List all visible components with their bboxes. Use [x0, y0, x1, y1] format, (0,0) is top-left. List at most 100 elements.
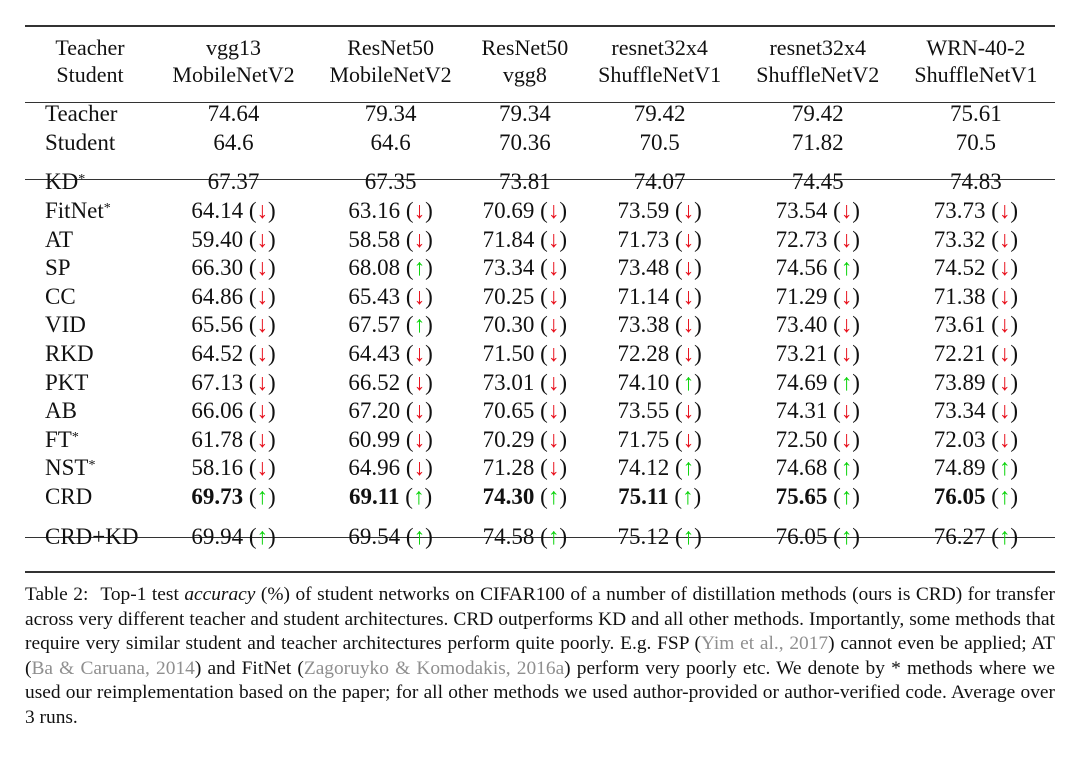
reimplementation-star: *	[71, 429, 79, 445]
arrow-up-icon: ↑	[682, 369, 695, 395]
cell-value: 64.14	[191, 198, 244, 224]
cell-value: 65.56	[191, 312, 244, 338]
table-row: KD* 67.37 67.35 73.81 74.07 74.45 74.83	[25, 168, 1055, 197]
citation-link[interactable]: Zagoruyko & Komodakis, 2016a	[303, 657, 565, 679]
caption-emphasis: accuracy	[184, 584, 256, 605]
cell: 74.07	[581, 168, 739, 197]
arrow-up-icon: ↑	[413, 255, 426, 281]
cell-value: 73.73	[933, 198, 986, 224]
cell-value: 73.89	[933, 369, 986, 395]
cell-value: 76.05	[775, 523, 828, 549]
arrow-down-icon: ↓	[547, 283, 560, 309]
arrow-down-icon: ↓	[998, 398, 1011, 424]
cell: 67.13 (↓)	[191, 369, 276, 395]
cell: 67.37	[155, 168, 312, 197]
cell-value: 73.01	[482, 369, 535, 395]
cell: 71.14 (↓)	[617, 283, 702, 309]
row-label: Teacher	[45, 101, 118, 127]
arrow-up-icon: ↑	[682, 523, 695, 549]
cell-value: 67.35	[364, 169, 417, 195]
cell-value: 74.68	[775, 455, 828, 481]
cell: 72.50 (↓)	[775, 426, 860, 452]
cell: 68.08 (↑)	[348, 255, 433, 281]
arrow-up-icon: ↑	[840, 455, 853, 481]
caption-text: ) and FitNet (	[194, 657, 304, 679]
cell-value: 79.42	[791, 101, 844, 127]
arrow-up-icon: ↑	[413, 312, 426, 338]
header-label: Teacher	[55, 35, 125, 60]
table-row: Student 64.6 64.6 70.36 70.5 71.82 70.5	[25, 129, 1055, 158]
cell-value: 66.06	[191, 398, 244, 424]
cell: 74.89 (↑)	[933, 455, 1019, 481]
cell: 74.52 (↓)	[933, 255, 1019, 281]
column-teacher-name: resnet32x4	[769, 35, 867, 60]
cell-value: 72.50	[775, 426, 828, 452]
caption-text: (%) of student networks on CIFAR100 of a…	[25, 584, 1056, 655]
arrow-down-icon: ↓	[840, 312, 853, 338]
cell: 71.38 (↓)	[933, 283, 1019, 309]
column-student-name: ShuffleNetV2	[756, 62, 880, 87]
cell: 67.20 (↓)	[348, 398, 433, 424]
arrow-down-icon: ↓	[547, 426, 560, 452]
table-caption: Table 2: Top-1 test accuracy (%) of stude…	[25, 583, 1055, 731]
column-teacher-name: vgg13	[206, 35, 262, 60]
table-row: VID 65.56 (↓) 67.57 (↑) 70.30 (↓) 73.38 (↓) 7…	[25, 311, 1055, 340]
cell: 73.38 (↓)	[617, 312, 702, 338]
column-student-name: MobileNetV2	[329, 62, 452, 87]
row-label: SP	[25, 254, 155, 283]
arrow-down-icon: ↓	[413, 341, 426, 367]
arrow-down-icon: ↓	[547, 226, 560, 252]
arrow-down-icon: ↓	[256, 341, 269, 367]
cell-value: 73.61	[933, 312, 986, 338]
arrow-down-icon: ↓	[547, 312, 560, 338]
arrow-up-icon: ↑	[998, 484, 1011, 510]
cell: 65.43 (↓)	[348, 283, 433, 309]
cell: 73.61 (↓)	[933, 312, 1019, 338]
cell: 69.11 (↑)	[349, 484, 433, 510]
cell: 74.68 (↑)	[775, 455, 860, 481]
cell: 73.73 (↓)	[933, 198, 1019, 224]
cell-value: 67.20	[348, 398, 401, 424]
method-name: AT	[45, 226, 74, 252]
arrow-up-icon: ↑	[998, 523, 1011, 549]
arrow-down-icon: ↓	[413, 369, 426, 395]
reimplementation-star: *	[103, 201, 111, 217]
arrow-up-icon: ↑	[413, 523, 426, 549]
arrow-down-icon: ↓	[998, 255, 1011, 281]
citation-link[interactable]: Ba & Caruana, 2014	[31, 657, 195, 679]
cell-value: 70.25	[482, 283, 535, 309]
cell-value: 58.58	[348, 226, 401, 252]
cell: 70.29 (↓)	[482, 426, 568, 452]
arrow-down-icon: ↓	[256, 455, 269, 481]
cell: 69.73 (↑)	[191, 484, 276, 510]
arrow-down-icon: ↓	[547, 198, 560, 224]
cell: 71.75 (↓)	[617, 426, 702, 452]
arrow-down-icon: ↓	[547, 255, 560, 281]
cell: 76.05 (↑)	[933, 484, 1019, 510]
column-student-name: ShuffleNetV1	[598, 62, 722, 87]
arrow-down-icon: ↓	[256, 398, 269, 424]
cell: 73.54 (↓)	[775, 198, 860, 224]
cell-value: 72.28	[617, 341, 670, 367]
cell-value: 67.37	[207, 169, 260, 195]
arrow-down-icon: ↓	[998, 226, 1011, 252]
arrow-down-icon: ↓	[413, 426, 426, 452]
method-name: PKT	[45, 369, 89, 395]
cell-value: 64.96	[348, 455, 401, 481]
table-row: FT* 61.78 (↓) 60.99 (↓) 70.29 (↓) 71.75 (↓) 7…	[25, 426, 1055, 455]
citation-link[interactable]: Yim et al., 2017	[700, 633, 829, 655]
cell-value: 64.52	[191, 341, 244, 367]
table-row: NST* 58.16 (↓) 64.96 (↓) 71.28 (↓) 74.12 (↑)…	[25, 454, 1055, 483]
cell: 60.99 (↓)	[348, 426, 433, 452]
arrow-up-icon: ↑	[840, 255, 853, 281]
cell-value: 64.43	[348, 341, 401, 367]
cell: 64.14 (↓)	[191, 198, 276, 224]
row-label: PKT	[25, 368, 155, 397]
cell-value: 70.65	[482, 398, 535, 424]
table-row: Teacher 74.64 79.34 79.34 79.42 79.42 75.61	[25, 100, 1055, 129]
arrow-down-icon: ↓	[413, 455, 426, 481]
cell-value: 71.75	[617, 426, 670, 452]
header-label: Student	[56, 62, 124, 87]
cell: 72.73 (↓)	[775, 226, 860, 252]
cell: 59.40 (↓)	[191, 226, 276, 252]
